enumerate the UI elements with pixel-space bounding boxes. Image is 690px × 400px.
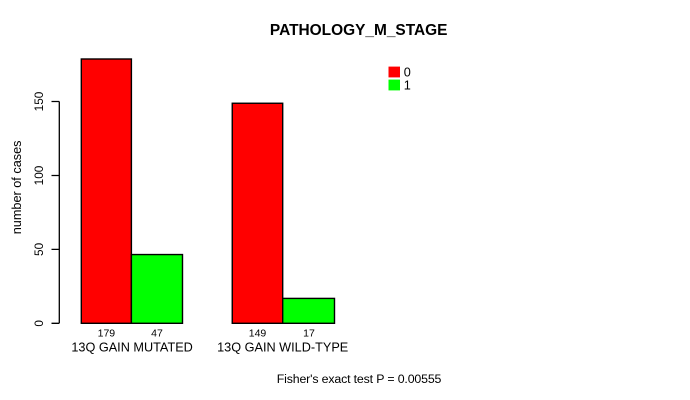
svg-text:47: 47	[151, 327, 163, 339]
svg-text:149: 149	[249, 327, 267, 339]
svg-text:17: 17	[303, 327, 315, 339]
svg-text:0: 0	[32, 320, 46, 327]
svg-text:1: 1	[404, 79, 411, 93]
svg-text:150: 150	[32, 91, 46, 111]
svg-text:number of cases: number of cases	[10, 141, 24, 235]
svg-text:Fisher's exact test P = 0.0055: Fisher's exact test P = 0.00555	[277, 372, 442, 386]
svg-text:0: 0	[404, 66, 411, 80]
svg-text:13Q GAIN MUTATED: 13Q GAIN MUTATED	[71, 341, 192, 355]
svg-text:13Q GAIN WILD-TYPE: 13Q GAIN WILD-TYPE	[217, 341, 348, 355]
svg-text:50: 50	[32, 242, 46, 256]
svg-text:PATHOLOGY_M_STAGE: PATHOLOGY_M_STAGE	[270, 22, 448, 39]
svg-text:100: 100	[32, 165, 46, 185]
svg-text:179: 179	[98, 327, 116, 339]
